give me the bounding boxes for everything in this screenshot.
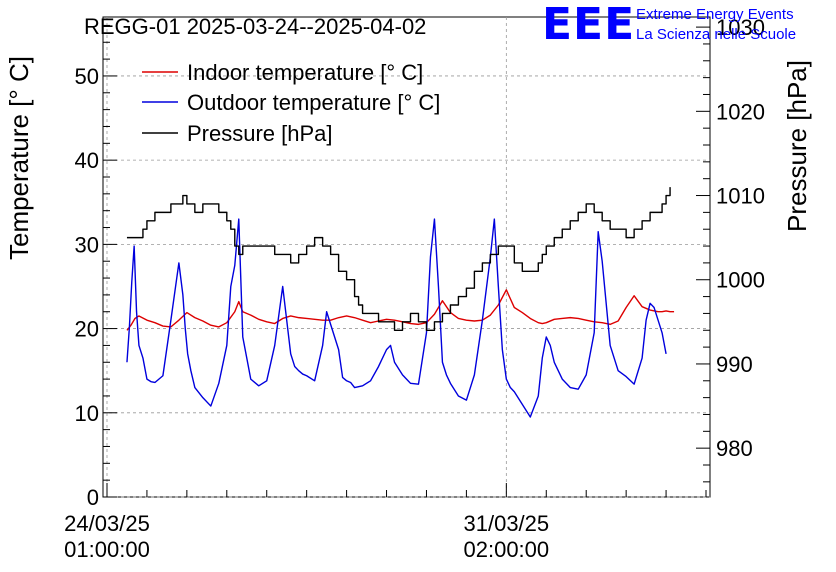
chart-title: REGG-01 2025-03-24--2025-04-02 xyxy=(84,14,426,39)
y-tick-label-40: 40 xyxy=(75,148,99,173)
y-tick-label-10: 10 xyxy=(75,401,99,426)
legend: Indoor temperature [° C] Outdoor tempera… xyxy=(142,60,440,146)
y2-tick-label-1000: 1000 xyxy=(716,268,765,293)
legend-label-indoor: Indoor temperature [° C] xyxy=(187,60,423,85)
y2-tick-label-1030: 1030 xyxy=(716,15,765,40)
branding-line-2: La Scienza nelle Scuole xyxy=(636,26,796,43)
y2-tick-label-1020: 1020 xyxy=(716,99,765,124)
series-group xyxy=(126,187,675,418)
x-tick-label-time-1: 02:00:00 xyxy=(464,537,550,562)
x-tick-label-date-0: 24/03/25 xyxy=(64,511,150,536)
y2-tick-label-980: 980 xyxy=(716,436,753,461)
y-tick-label-50: 50 xyxy=(75,64,99,89)
branding-line-1: Extreme Energy Events xyxy=(636,6,794,23)
y-tick-label-0: 0 xyxy=(87,485,99,510)
x-tick-label-time-0: 01:00:00 xyxy=(64,537,150,562)
y2-axis-label: Pressure [hPa] xyxy=(782,60,812,232)
legend-label-outdoor: Outdoor temperature [° C] xyxy=(187,90,440,115)
series-line-0 xyxy=(126,289,675,331)
series-line-2 xyxy=(126,187,671,331)
y-tick-label-30: 30 xyxy=(75,232,99,257)
y2-tick-label-990: 990 xyxy=(716,352,753,377)
axes: 01020304050980990100010101020103024/03/2… xyxy=(64,15,765,562)
y2-tick-label-1010: 1010 xyxy=(716,184,765,209)
eee-logo: EEE xyxy=(542,0,635,50)
x-tick-label-date-1: 31/03/25 xyxy=(464,511,550,536)
plot-frame xyxy=(102,16,711,498)
y-tick-label-20: 20 xyxy=(75,317,99,342)
y-axis-label: Temperature [° C] xyxy=(4,56,34,260)
series-line-1 xyxy=(126,218,667,418)
grid xyxy=(103,17,710,498)
legend-label-pressure: Pressure [hPa] xyxy=(187,121,333,146)
